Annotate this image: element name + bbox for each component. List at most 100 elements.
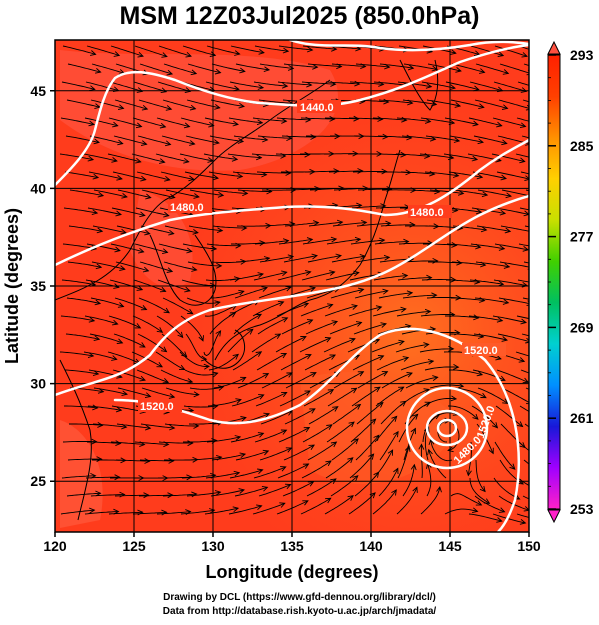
streamline <box>372 308 406 317</box>
streamline-arrow <box>163 307 170 314</box>
streamline-arrow <box>330 478 337 485</box>
streamline <box>180 315 204 341</box>
streamline <box>185 333 207 360</box>
streamline-arrow <box>143 492 150 499</box>
streamline <box>189 189 224 196</box>
streamline <box>165 189 199 198</box>
streamline <box>277 463 309 479</box>
streamline <box>353 323 387 335</box>
streamline <box>375 386 404 407</box>
streamline-arrow <box>161 52 168 58</box>
streamline-arrow <box>310 372 317 378</box>
streamline-arrow <box>518 357 526 363</box>
streamline <box>110 243 144 253</box>
streamline-arrow <box>432 257 439 264</box>
streamline-arrow <box>117 302 125 308</box>
streamline <box>380 224 415 227</box>
streamline-arrow <box>214 104 221 110</box>
streamline-arrow <box>144 458 151 464</box>
streamline <box>450 493 482 506</box>
streamline <box>275 153 310 156</box>
streamline <box>155 153 189 163</box>
streamline-arrow <box>121 193 128 199</box>
streamline-arrow <box>309 286 316 292</box>
streamline <box>307 255 342 263</box>
streamline <box>302 424 333 443</box>
streamline-arrow <box>393 430 399 438</box>
streamline <box>139 261 173 272</box>
streamline <box>235 450 269 461</box>
streamline-arrow <box>242 190 249 197</box>
streamline-arrow <box>119 265 126 271</box>
streamline <box>402 294 437 299</box>
streamline <box>445 315 479 319</box>
streamline <box>516 117 529 122</box>
streamline-arrow <box>304 151 311 158</box>
streamline <box>277 81 312 86</box>
streamline <box>323 338 356 353</box>
streamline <box>85 81 119 92</box>
streamline-arrow <box>543 358 549 363</box>
streamline <box>229 81 264 89</box>
streamline-arrow <box>387 449 394 456</box>
streamline-arrow <box>159 158 166 164</box>
streamline-arrow <box>280 466 287 472</box>
streamline <box>227 153 262 159</box>
streamline-arrow <box>94 299 102 306</box>
streamline <box>187 456 222 461</box>
streamline-arrow <box>281 317 289 323</box>
streamline-arrow <box>519 519 527 525</box>
streamline <box>326 238 361 245</box>
streamline-arrow <box>232 353 239 360</box>
streamline-arrow <box>304 270 312 276</box>
streamline-arrow <box>191 266 198 272</box>
streamline-arrow <box>281 391 288 398</box>
streamline <box>160 171 194 180</box>
streamline-arrow <box>282 238 290 245</box>
streamline <box>181 279 215 286</box>
x-tick-label: 125 <box>122 538 146 554</box>
streamline-arrow <box>116 175 123 181</box>
streamline-arrow <box>261 171 268 178</box>
streamline <box>158 441 193 444</box>
streamline <box>186 491 221 497</box>
streamline-arrow <box>87 155 95 162</box>
streamline-arrow <box>353 270 360 277</box>
streamline-arrow <box>88 316 96 323</box>
streamline <box>349 81 384 85</box>
streamline <box>65 135 100 143</box>
streamline-arrow <box>164 175 171 182</box>
streamline <box>64 369 99 375</box>
streamline <box>519 405 529 413</box>
streamline-arrow <box>466 469 472 477</box>
streamline-arrow <box>436 486 442 493</box>
streamline-arrow <box>352 475 359 482</box>
streamline <box>276 500 309 515</box>
streamline <box>473 135 507 144</box>
streamline-arrow <box>400 151 407 158</box>
streamline <box>376 357 409 371</box>
streamline-arrow <box>234 435 242 441</box>
streamline <box>350 418 376 443</box>
streamline-arrow <box>501 104 509 110</box>
streamline-arrow <box>304 390 311 396</box>
streamline <box>260 410 293 425</box>
streamline-arrow <box>522 246 529 252</box>
colorbar-tick-label: 277 <box>570 229 594 245</box>
credit-data: Data from http://database.rish.kyoto-u.a… <box>162 606 437 617</box>
streamline-arrow <box>498 245 506 251</box>
streamline <box>134 441 169 445</box>
streamline <box>451 63 485 73</box>
streamline <box>516 513 529 518</box>
streamline <box>180 117 214 127</box>
streamline-arrow <box>142 266 150 273</box>
contour-label: 1440.0 <box>300 102 334 114</box>
streamline <box>445 81 479 91</box>
streamline <box>179 351 210 367</box>
streamline <box>141 387 175 398</box>
streamline-arrow <box>404 445 411 452</box>
streamline <box>300 117 335 120</box>
streamline-arrow <box>169 193 176 200</box>
streamline-arrow <box>97 191 105 198</box>
